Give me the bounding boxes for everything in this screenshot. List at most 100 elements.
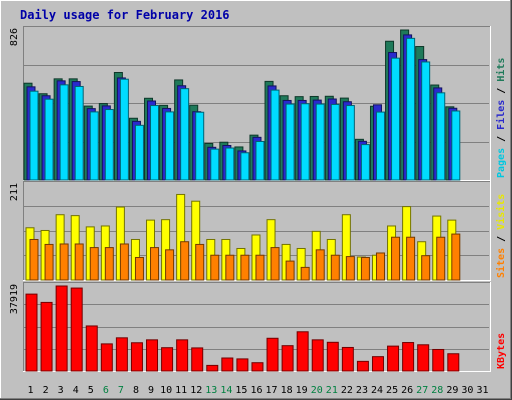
- bar-kbytes-day-15: [236, 358, 249, 372]
- bar-pages-day-9: [150, 105, 160, 181]
- panel-legend: Pages / Files / Hits: [495, 58, 507, 178]
- panel-hits-files-pages: 826 Pages / Files / Hits: [9, 26, 507, 181]
- bar-sites-day-26: [406, 236, 416, 281]
- bar-sites-day-19: [300, 266, 310, 281]
- bar-pages-day-5: [89, 111, 99, 181]
- bar-kbytes-day-20: [311, 339, 324, 372]
- bar-pages-day-10: [165, 111, 175, 181]
- bar-pages-day-20: [315, 103, 325, 181]
- bar-kbytes-day-6: [100, 343, 113, 372]
- bar-pages-day-19: [300, 103, 310, 181]
- x-tick-label: 8: [133, 385, 139, 396]
- x-tick-label: 29: [446, 385, 458, 396]
- bar-kbytes-day-10: [161, 347, 174, 372]
- bar-sites-day-12: [195, 243, 205, 281]
- x-tick-label: 3: [58, 385, 64, 396]
- bar-kbytes-day-14: [221, 357, 234, 372]
- bar-sites-day-10: [165, 249, 175, 281]
- bar-pages-day-17: [270, 89, 280, 181]
- panel-visits-sites: 211 Sites / Visits: [9, 181, 507, 281]
- y-max-label: 826: [9, 28, 20, 46]
- bar-sites-day-21: [330, 254, 340, 281]
- bar-kbytes-day-24: [371, 356, 384, 372]
- x-tick-label: 25: [386, 385, 398, 396]
- x-tick-label: 19: [296, 385, 308, 396]
- x-tick-label: 6: [103, 385, 109, 396]
- bar-sites-day-9: [150, 247, 160, 281]
- bar-pages-day-18: [285, 103, 295, 181]
- bar-kbytes-day-8: [130, 342, 143, 372]
- bar-kbytes-day-1: [25, 293, 38, 372]
- legend-separator: /: [496, 230, 507, 248]
- bar-pages-day-14: [225, 147, 235, 181]
- x-tick-label: 23: [356, 385, 368, 396]
- x-tick-label: 7: [118, 385, 124, 396]
- x-tick-label: 31: [476, 385, 488, 396]
- bar-sites-day-28: [436, 236, 446, 281]
- x-tick-label: 12: [190, 385, 202, 396]
- bar-kbytes-day-26: [402, 342, 415, 372]
- legend-visits: Visits: [495, 194, 507, 230]
- bar-kbytes-day-4: [70, 287, 83, 372]
- bar-sites-day-5: [89, 247, 99, 281]
- bar-kbytes-day-7: [115, 337, 128, 372]
- bar-kbytes-day-21: [326, 341, 339, 372]
- x-tick-label: 14: [220, 385, 232, 396]
- x-tick-label: 9: [148, 385, 154, 396]
- bar-kbytes-day-19: [296, 331, 309, 372]
- bar-sites-day-20: [315, 249, 325, 281]
- x-tick-label: 18: [281, 385, 293, 396]
- bar-sites-day-27: [421, 255, 431, 281]
- bar-kbytes-day-12: [191, 347, 204, 372]
- bar-pages-day-7: [119, 78, 129, 181]
- x-tick-label: 11: [175, 385, 187, 396]
- legend-sites: Sites: [495, 248, 507, 278]
- bar-sites-day-4: [74, 243, 84, 281]
- x-tick-label: 4: [73, 385, 79, 396]
- bar-sites-day-6: [104, 247, 114, 281]
- legend-hits: Hits: [495, 58, 507, 82]
- bar-kbytes-day-5: [85, 325, 98, 372]
- bar-pages-day-26: [406, 37, 416, 181]
- bar-sites-day-15: [240, 254, 250, 281]
- bar-sites-day-24: [375, 252, 385, 281]
- bar-kbytes-day-17: [266, 337, 279, 372]
- x-tick-label: 28: [431, 385, 443, 396]
- bar-sites-day-17: [270, 247, 280, 281]
- chart-panels: 826 Pages / Files / Hits 211 Sites / Visits…: [9, 26, 507, 372]
- x-tick-label: 5: [88, 385, 94, 396]
- bar-pages-day-12: [195, 111, 205, 181]
- legend-kbytes: KBytes: [496, 333, 507, 369]
- bar-sites-day-18: [285, 260, 295, 281]
- x-tick-label: 15: [235, 385, 247, 396]
- bar-sites-day-22: [345, 256, 355, 281]
- bar-pages-day-27: [421, 61, 431, 181]
- bar-kbytes-day-27: [417, 344, 430, 372]
- legend-separator: /: [496, 82, 507, 100]
- bar-kbytes-day-11: [176, 339, 189, 372]
- x-tick-label: 2: [43, 385, 49, 396]
- bar-pages-day-1: [29, 90, 39, 181]
- bar-sites-day-7: [119, 243, 129, 281]
- bar-sites-day-14: [225, 254, 235, 281]
- x-tick-label: 20: [311, 385, 323, 396]
- x-tick-label: 24: [371, 385, 383, 396]
- bar-sites-day-3: [59, 243, 69, 281]
- bar-sites-day-25: [391, 236, 401, 281]
- bar-pages-day-23: [360, 144, 370, 181]
- x-tick-label: 1: [28, 385, 34, 396]
- x-tick-label: 26: [401, 385, 413, 396]
- bar-sites-day-13: [210, 254, 220, 281]
- bar-pages-day-24: [375, 111, 385, 181]
- x-tick-label: 22: [341, 385, 353, 396]
- bar-pages-day-6: [104, 109, 114, 181]
- bar-pages-day-16: [255, 141, 265, 181]
- bar-kbytes-day-16: [251, 362, 264, 372]
- bar-kbytes-day-22: [341, 346, 354, 372]
- bar-sites-day-8: [134, 256, 144, 281]
- bar-sites-day-29: [451, 233, 461, 281]
- bar-sites-day-23: [360, 256, 370, 281]
- bar-kbytes-day-29: [447, 353, 460, 372]
- bar-sites-day-1: [29, 238, 39, 281]
